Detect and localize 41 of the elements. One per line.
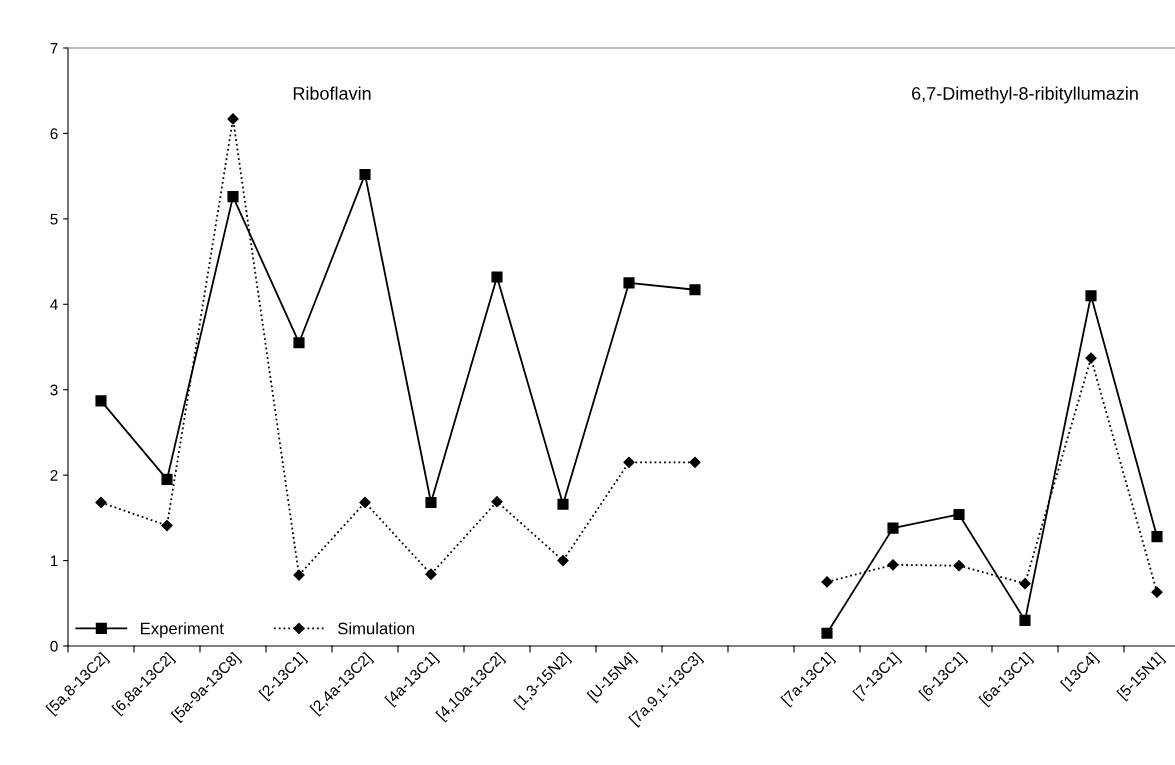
point (1085, 290, 1097, 302)
annotation: Riboflavin (293, 86, 371, 100)
point (953, 508, 965, 520)
y-tick-label: 0 (50, 640, 58, 652)
point (95, 395, 107, 407)
y-tick-label: 6 (50, 128, 58, 140)
point (293, 337, 305, 349)
point (821, 627, 833, 639)
point (227, 191, 239, 203)
point (887, 522, 899, 534)
point (161, 519, 173, 532)
annotation: 6,7-Dimethyl-8-ribityllumazin (912, 86, 1138, 104)
y-tick-label: 5 (50, 213, 58, 225)
point (1151, 531, 1163, 543)
point (557, 554, 569, 567)
y-tick-label: 2 (50, 470, 58, 481)
y-tick-label: 1 (50, 555, 58, 567)
point (1019, 614, 1031, 626)
legend-label: Experiment (141, 622, 224, 638)
y-tick-label: 7 (50, 43, 58, 54)
point (953, 560, 965, 572)
point (557, 498, 569, 510)
point (425, 568, 437, 580)
point (227, 113, 239, 125)
point (689, 456, 701, 468)
point (1151, 586, 1163, 598)
point (1019, 578, 1031, 590)
point (425, 496, 437, 509)
point (359, 168, 371, 180)
point (689, 284, 701, 296)
point (95, 496, 107, 509)
point (359, 496, 371, 509)
point (491, 271, 503, 283)
point (623, 277, 635, 289)
point (491, 496, 503, 508)
point (887, 559, 899, 571)
y-tick-label: 4 (50, 299, 58, 310)
y-tick-label: 3 (50, 384, 58, 396)
legend-label: Simulation (338, 622, 415, 635)
point (161, 473, 173, 485)
point (623, 456, 635, 468)
